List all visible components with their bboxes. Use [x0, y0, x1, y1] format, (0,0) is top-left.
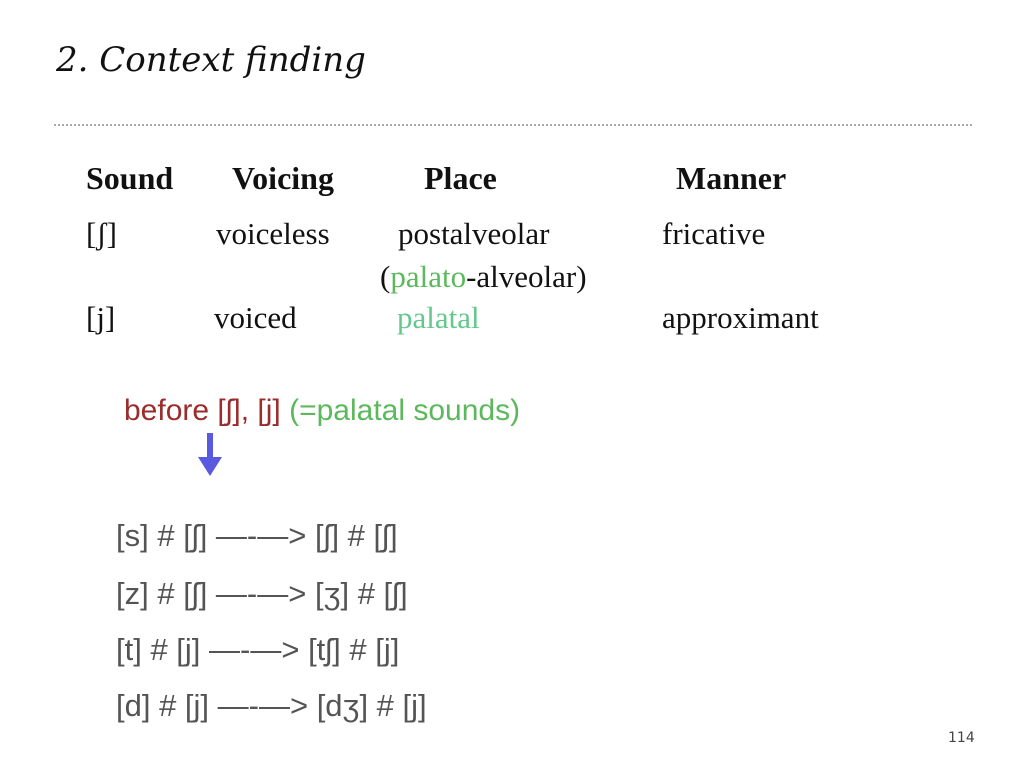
row2-sound: [j]	[86, 300, 116, 335]
rule-line: [d] # [j] —-—> [dʒ] # [j]	[116, 688, 427, 723]
palatal-text: (=palatal sounds)	[289, 394, 521, 427]
place-note-rest: -alveolar)	[466, 259, 587, 294]
header-place: Place	[424, 160, 497, 196]
header-voicing: Voicing	[232, 160, 334, 196]
place-note-open: (	[380, 259, 391, 294]
rule-line: [t] # [j] —-—> [tʃ] # [j]	[116, 632, 400, 667]
context-note: before [ʃ], [j] (=palatal sounds)	[124, 394, 520, 428]
page-number: 114	[948, 730, 975, 746]
place-note-highlight: palato	[390, 259, 467, 294]
row1-sound: [ʃ]	[86, 216, 117, 251]
row2-manner: approximant	[662, 300, 819, 335]
rule-line: [s] # [ʃ] —-—> [ʃ] # [ʃ]	[116, 518, 398, 553]
title-divider	[54, 124, 972, 126]
before-text: before [ʃ], [j]	[124, 394, 281, 427]
row1-voicing: voiceless	[216, 216, 330, 251]
row1-manner: fricative	[662, 216, 766, 251]
rule-line: [z] # [ʃ] —-—> [ʒ] # [ʃ]	[116, 576, 408, 611]
row1-place-note: (palato-alveolar)	[380, 259, 587, 295]
header-sound: Sound	[86, 160, 174, 196]
header-manner: Manner	[676, 160, 787, 196]
row2-place: palatal	[397, 300, 480, 335]
slide-title: 2. Context finding	[56, 40, 366, 80]
arrow-down-icon	[198, 433, 222, 476]
row2-voicing: voiced	[214, 300, 297, 335]
row1-place: postalveolar	[398, 216, 550, 251]
